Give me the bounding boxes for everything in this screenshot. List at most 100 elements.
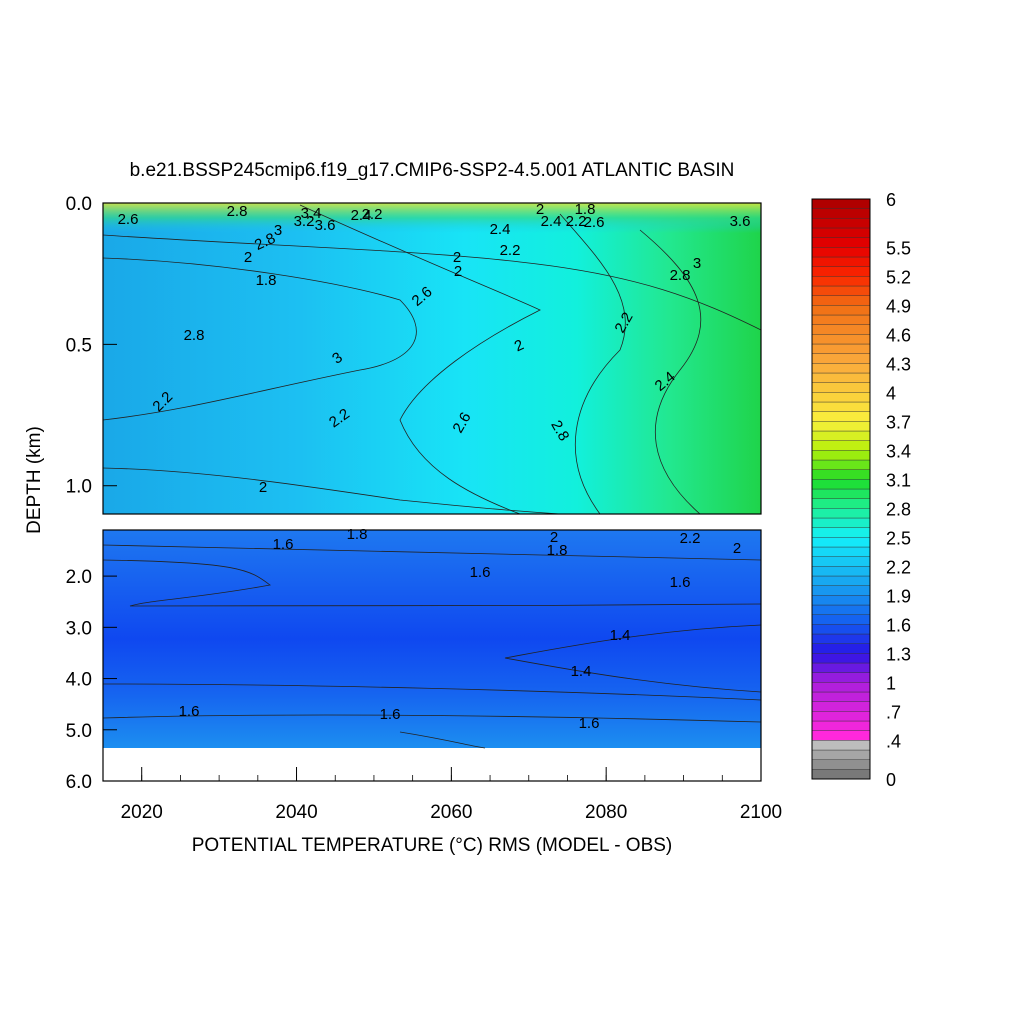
- contour-label: 1.8: [575, 201, 596, 218]
- colorbar-swatch: [811, 353, 871, 364]
- chart-title: b.e21.BSSP245cmip6.f19_g17.CMIP6-SSP2-4.…: [130, 160, 735, 181]
- colorbar-swatch: [811, 691, 871, 702]
- colorbar-swatch: [811, 759, 871, 770]
- contour-label: 1.6: [380, 706, 401, 723]
- colorbar-swatch: [811, 546, 871, 557]
- contour-label: 2.2: [566, 213, 587, 230]
- contour-label: 2.6: [118, 211, 139, 228]
- colorbar-swatch: [811, 459, 871, 470]
- colorbar-swatch: [811, 508, 871, 519]
- y-tick-label: 6.0: [66, 772, 92, 793]
- colorbar-swatch: [811, 314, 871, 325]
- colorbar-swatch: [811, 624, 871, 635]
- colorbar-label: 2.8: [886, 499, 911, 519]
- colorbar-swatch: [811, 392, 871, 403]
- colorbar-swatch: [811, 566, 871, 577]
- colorbar-swatch: [811, 720, 871, 731]
- colorbar-swatch: [811, 430, 871, 441]
- colorbar-label: 5.2: [886, 267, 911, 287]
- contour-line: [504, 624, 762, 693]
- colorbar-swatch: [811, 585, 871, 596]
- contour-label: 2.4: [541, 213, 562, 230]
- colorbar-swatch: [811, 701, 871, 712]
- colorbar-swatch: [811, 324, 871, 335]
- colorbar-swatch: [811, 208, 871, 219]
- contour-label: 2.6: [584, 214, 605, 231]
- colorbar-swatch: [811, 285, 871, 296]
- upper-panel: [102, 202, 762, 515]
- contour-label: 1.4: [571, 663, 592, 680]
- x-axis: 2020 2040 2060 2080 2100: [121, 767, 782, 823]
- contour-label: 1.4: [610, 627, 631, 644]
- colorbar-label: 4.9: [886, 296, 911, 316]
- contour-label: 2.4: [490, 221, 511, 238]
- contour-label: 2.8: [227, 203, 248, 220]
- contour-label: 2.4: [351, 207, 372, 224]
- colorbar-swatch: [811, 556, 871, 567]
- y-tick-label: 0.0: [66, 194, 92, 215]
- contour-line: [559, 213, 626, 515]
- colorbar-swatch: [811, 334, 871, 345]
- colorbar-label: 3.1: [886, 470, 911, 490]
- contour-line: [102, 467, 561, 515]
- colorbar-swatch: [811, 266, 871, 277]
- colorbar-swatch: [811, 614, 871, 625]
- colorbar-swatch: [811, 276, 871, 287]
- contour-label: 2: [244, 249, 252, 266]
- colorbar-swatch: [811, 343, 871, 354]
- colorbar-swatch: [811, 662, 871, 673]
- y-tick-label: 1.0: [66, 477, 92, 498]
- x-tick-label: 2020: [121, 802, 163, 823]
- colorbar-label: 5.5: [886, 238, 911, 258]
- contour-line: [299, 204, 541, 515]
- colorbar-swatch: [811, 527, 871, 538]
- colorbar-label: 1: [886, 673, 896, 693]
- deep-panel: [102, 529, 762, 782]
- contour-label: 1.8: [547, 542, 568, 559]
- contour-line: [399, 731, 486, 749]
- colorbar-swatch: [811, 730, 871, 741]
- colorbar-swatch: [811, 295, 871, 306]
- upper-panel-field: [103, 203, 761, 514]
- colorbar-label: .7: [886, 702, 901, 722]
- colorbar-swatch: [811, 237, 871, 248]
- contour-label: 2.2: [500, 242, 521, 259]
- deep-panel-field: [103, 530, 761, 748]
- contour-label: 2: [259, 479, 267, 496]
- deep-panel-frame: [102, 529, 762, 782]
- colorbar-swatch: [811, 672, 871, 683]
- contour-label: 1.8: [347, 526, 368, 543]
- colorbar: 6 5.5 5.2 4.9 4.6 4.3 4 3.7 3.4 3.1 2.8 2.5 2.2 1.9 1.…: [811, 190, 911, 790]
- colorbar-swatch: [811, 769, 871, 780]
- colorbar-swatch: [811, 498, 871, 509]
- x-tick-label: 2060: [430, 802, 472, 823]
- contour-label: 3.6: [315, 217, 336, 234]
- colorbar-swatch: [811, 450, 871, 461]
- colorbar-swatch: [811, 411, 871, 422]
- contour-label: 1.6: [179, 703, 200, 720]
- colorbar-swatch: [811, 479, 871, 490]
- colorbar-frame: [811, 198, 871, 780]
- colorbar-swatch: [811, 305, 871, 316]
- colorbar-label: 1.3: [886, 644, 911, 664]
- colorbar-swatch: [811, 401, 871, 412]
- colorbar-swatch: [811, 740, 871, 751]
- colorbar-label: 4: [886, 383, 896, 403]
- contour-line: [102, 714, 762, 723]
- colorbar-swatch: [811, 517, 871, 528]
- contour-label: 1.6: [670, 574, 691, 591]
- x-tick-label: 2080: [585, 802, 627, 823]
- colorbar-swatch: [811, 440, 871, 451]
- x-axis-label: POTENTIAL TEMPERATURE (°C) RMS (MODEL - …: [192, 835, 673, 856]
- contour-line: [102, 234, 762, 331]
- colorbar-swatch: [811, 749, 871, 760]
- upper-panel-frame: [102, 202, 762, 515]
- colorbar-swatch: [811, 643, 871, 654]
- colorbar-label: 2.2: [886, 557, 911, 577]
- colorbar-label: 3.7: [886, 412, 911, 432]
- colorbar-swatch: [811, 488, 871, 499]
- y-axis-label: DEPTH (km): [24, 426, 45, 534]
- colorbar-swatch: [811, 711, 871, 722]
- contour-label: 2.2: [362, 206, 383, 223]
